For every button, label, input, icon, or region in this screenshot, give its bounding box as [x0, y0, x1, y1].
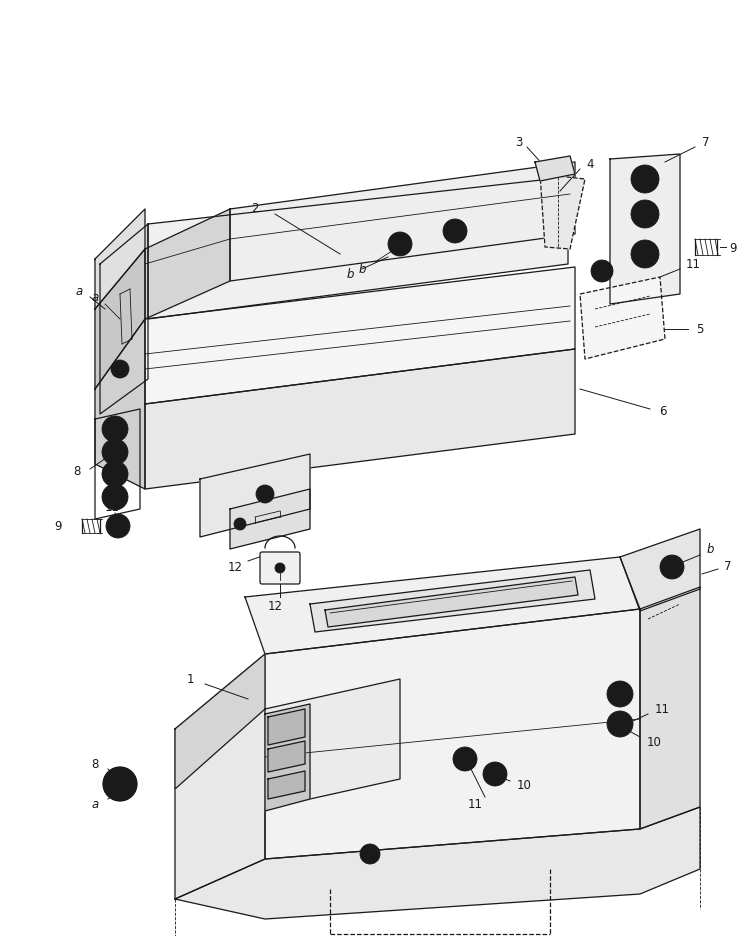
Text: 12: 12: [228, 561, 242, 574]
Text: 2: 2: [251, 201, 259, 214]
Polygon shape: [310, 570, 595, 633]
Circle shape: [256, 486, 274, 504]
FancyBboxPatch shape: [260, 552, 300, 584]
Circle shape: [106, 515, 130, 538]
Text: 7: 7: [702, 137, 709, 150]
Text: b: b: [706, 543, 714, 556]
Polygon shape: [95, 250, 145, 389]
Text: 3: 3: [515, 136, 522, 148]
Circle shape: [102, 485, 128, 510]
Polygon shape: [268, 741, 305, 772]
Text: b: b: [347, 269, 354, 281]
Polygon shape: [145, 210, 230, 320]
Text: 4: 4: [586, 157, 593, 170]
Text: 11: 11: [686, 258, 701, 271]
Polygon shape: [175, 654, 265, 789]
Text: a: a: [92, 291, 98, 304]
Text: 1: 1: [186, 673, 194, 686]
Polygon shape: [325, 578, 578, 627]
Polygon shape: [145, 350, 575, 490]
Circle shape: [483, 762, 507, 786]
Circle shape: [102, 461, 128, 488]
Polygon shape: [268, 709, 305, 745]
Polygon shape: [540, 175, 585, 250]
Circle shape: [388, 233, 412, 256]
Circle shape: [103, 768, 137, 801]
Text: 5: 5: [696, 323, 704, 336]
Text: 9: 9: [729, 241, 737, 255]
Polygon shape: [175, 654, 265, 899]
Circle shape: [607, 711, 633, 738]
Polygon shape: [265, 680, 400, 809]
Circle shape: [607, 681, 633, 708]
Polygon shape: [230, 163, 575, 282]
Circle shape: [453, 747, 477, 771]
Polygon shape: [265, 609, 640, 859]
Polygon shape: [95, 320, 145, 490]
Polygon shape: [200, 455, 310, 537]
Polygon shape: [610, 154, 680, 305]
Text: 6: 6: [659, 405, 667, 418]
Text: 11: 11: [655, 703, 670, 716]
Circle shape: [360, 844, 380, 864]
Circle shape: [631, 241, 659, 269]
Text: 12: 12: [268, 600, 282, 613]
Text: 11: 11: [104, 501, 120, 514]
Circle shape: [102, 417, 128, 443]
Circle shape: [443, 220, 467, 243]
Text: 7: 7: [724, 560, 732, 573]
Circle shape: [660, 555, 684, 579]
Text: 10: 10: [647, 736, 661, 749]
Text: 10: 10: [517, 779, 531, 792]
Text: a: a: [75, 285, 83, 299]
Text: a: a: [92, 797, 98, 811]
Circle shape: [111, 360, 129, 378]
Text: b: b: [358, 263, 366, 276]
Circle shape: [275, 563, 285, 574]
Circle shape: [102, 440, 128, 465]
Polygon shape: [148, 178, 568, 320]
Polygon shape: [580, 278, 665, 359]
Text: 8: 8: [92, 757, 99, 770]
Polygon shape: [175, 807, 700, 919]
Polygon shape: [620, 530, 700, 611]
Polygon shape: [100, 225, 148, 415]
Polygon shape: [268, 771, 305, 799]
Polygon shape: [145, 268, 575, 404]
Polygon shape: [230, 490, 310, 549]
Polygon shape: [535, 157, 575, 182]
Circle shape: [631, 166, 659, 194]
Text: 9: 9: [54, 519, 62, 533]
Text: 11: 11: [468, 797, 483, 811]
Circle shape: [631, 201, 659, 228]
Polygon shape: [95, 210, 145, 310]
Polygon shape: [265, 704, 310, 812]
Polygon shape: [245, 558, 640, 654]
Text: 8: 8: [73, 465, 81, 478]
Polygon shape: [640, 588, 700, 829]
Circle shape: [591, 261, 613, 283]
Circle shape: [234, 519, 246, 531]
